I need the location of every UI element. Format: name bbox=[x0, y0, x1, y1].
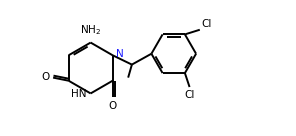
Text: N: N bbox=[116, 49, 123, 59]
Text: Cl: Cl bbox=[184, 89, 195, 100]
Text: HN: HN bbox=[71, 89, 87, 99]
Text: O: O bbox=[41, 72, 49, 82]
Text: Cl: Cl bbox=[201, 18, 211, 29]
Text: O: O bbox=[109, 101, 117, 111]
Text: NH$_2$: NH$_2$ bbox=[80, 23, 101, 37]
